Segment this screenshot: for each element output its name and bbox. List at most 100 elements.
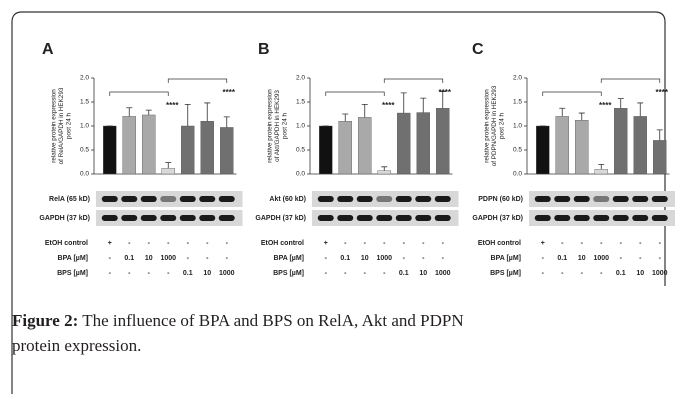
blot-band [652, 196, 668, 202]
blot-band [180, 196, 196, 202]
blot-band [415, 215, 431, 221]
blot-label: GAPDH (37 kD) [255, 215, 306, 222]
row-cell: - [187, 240, 190, 247]
row-cell: - [600, 270, 603, 277]
row-cell: - [639, 240, 642, 247]
error-bar [598, 164, 604, 169]
blot-band [632, 215, 648, 221]
blot-band [554, 196, 570, 202]
blot-band [632, 196, 648, 202]
blot-band [376, 196, 392, 202]
bar [201, 121, 214, 174]
y-axis-label: post 24 h [282, 113, 289, 139]
row-label: BPS [µM] [57, 270, 88, 277]
blot-band [415, 196, 431, 202]
caption-text: The influence of BPA and BPS on RelA, Ak… [82, 311, 463, 330]
blot-band [160, 215, 176, 221]
row-cell: - [109, 255, 112, 262]
blot-band [593, 215, 609, 221]
blot-band [376, 215, 392, 221]
row-cell: 0.1 [557, 255, 567, 262]
error-bar [342, 114, 348, 121]
blot-band [337, 215, 353, 221]
blot-band [357, 196, 373, 202]
blot-band [160, 196, 176, 202]
error-bar [165, 162, 171, 168]
bar [319, 126, 332, 174]
blot-band [613, 196, 629, 202]
row-cell: 1000 [219, 270, 235, 277]
bracket [110, 92, 169, 96]
panel-label: C [472, 41, 484, 58]
blot-band [219, 196, 235, 202]
blot-band [574, 215, 590, 221]
bar [103, 126, 116, 174]
row-cell: - [187, 255, 190, 262]
error-bar [618, 99, 624, 109]
significance: **** [223, 88, 236, 97]
row-label: EtOH control [261, 240, 304, 247]
y-tick-label: 0.5 [80, 147, 89, 154]
bar [181, 126, 194, 174]
y-axis-label: of PDPN/GAPDH in HEK293 [491, 85, 498, 166]
error-bar [579, 113, 585, 120]
row-cell: - [325, 255, 328, 262]
error-bar [146, 110, 152, 115]
error-bar [126, 108, 132, 117]
row-cell: - [128, 270, 131, 277]
significance: **** [166, 101, 179, 110]
row-cell: 10 [361, 255, 369, 262]
significance: **** [439, 88, 452, 97]
blot-band [357, 215, 373, 221]
y-tick-label: 1.0 [296, 123, 305, 130]
bar [378, 171, 391, 174]
blot-band [141, 196, 157, 202]
error-bar [224, 117, 230, 128]
row-cell: 0.1 [399, 270, 409, 277]
row-label: BPA [µM] [491, 255, 521, 262]
row-cell: 1000 [435, 270, 451, 277]
bar [123, 116, 136, 174]
error-bar [401, 93, 407, 113]
row-cell: - [620, 240, 623, 247]
row-cell: - [344, 270, 347, 277]
row-cell: - [639, 255, 642, 262]
y-tick-label: 1.5 [296, 99, 305, 106]
y-axis-label: relative protein expression [267, 89, 274, 163]
row-cell: 1000 [160, 255, 176, 262]
bar [595, 169, 608, 174]
blot-band [574, 196, 590, 202]
caption-text: protein expression. [12, 336, 141, 355]
row-label: BPA [µM] [274, 255, 304, 262]
bar [142, 115, 155, 174]
error-bar [381, 167, 387, 171]
row-label: EtOH control [478, 240, 521, 247]
row-cell: 10 [145, 255, 153, 262]
blot-label: GAPDH (37 kD) [39, 215, 90, 222]
blot-label: RelA (65 kD) [49, 196, 90, 203]
blot-band [435, 196, 451, 202]
row-cell: - [383, 240, 386, 247]
y-axis-label: relative protein expression [484, 89, 491, 163]
bar [634, 116, 647, 174]
blot-band [318, 215, 334, 221]
row-cell: 0.1 [340, 255, 350, 262]
bracket [543, 92, 602, 96]
y-axis-label: of Akt/GAPDH in HEK293 [274, 90, 281, 162]
row-label: EtOH control [45, 240, 88, 247]
row-cell: - [561, 240, 564, 247]
blot-band [435, 215, 451, 221]
y-tick-label: 2.0 [296, 75, 305, 82]
y-tick-label: 1.5 [80, 99, 89, 106]
blot-band [102, 196, 118, 202]
row-cell: 0.1 [124, 255, 134, 262]
row-cell: - [442, 255, 445, 262]
error-bar [185, 104, 191, 126]
bar [653, 140, 666, 174]
bar [417, 113, 430, 174]
error-bar [362, 104, 368, 117]
blot-band [593, 196, 609, 202]
row-cell: - [620, 255, 623, 262]
row-cell: - [659, 255, 662, 262]
figure: Figure 2: The influence of BPA and BPS o… [0, 0, 675, 394]
